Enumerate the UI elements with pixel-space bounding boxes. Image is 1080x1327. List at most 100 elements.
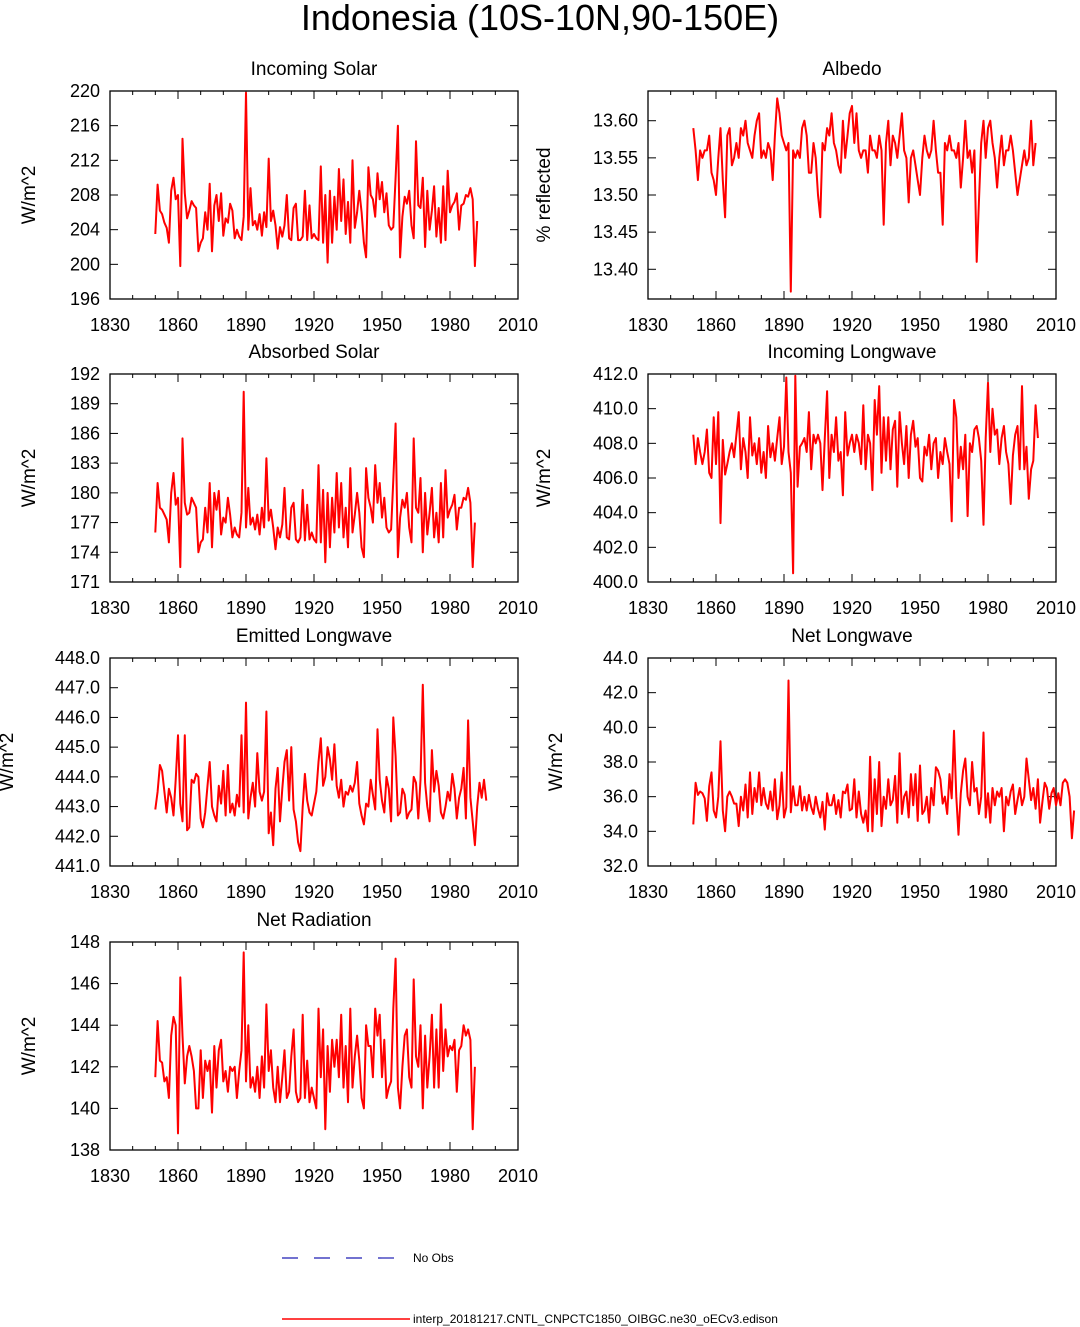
y-tick-label: 448.0 xyxy=(55,648,100,668)
series-line xyxy=(692,374,1039,575)
chart-panel-albedo: 1830 1860 1890 1920 1950 1980 2010 13.40 13.45 13… xyxy=(534,59,1076,335)
y-axis-label: W/m^2 xyxy=(534,449,555,508)
x-tick-label: 1920 xyxy=(832,598,872,618)
x-tick-label: 1890 xyxy=(226,315,266,335)
x-tick-label: 1950 xyxy=(362,882,402,902)
y-tick-label: 445.0 xyxy=(55,737,100,757)
x-tick-label: 1830 xyxy=(90,1166,130,1186)
x-tick-label: 1980 xyxy=(968,598,1008,618)
x-tick-label: 1830 xyxy=(90,598,130,618)
y-tick-label: 36.0 xyxy=(603,787,638,807)
chart-panel-incoming-solar: 1830 1860 1890 1920 1950 1980 2010 196 200 204 208… xyxy=(19,59,538,335)
series-line xyxy=(154,91,479,268)
y-tick-label: 204 xyxy=(70,220,100,240)
chart-title: Emitted Longwave xyxy=(236,626,392,647)
y-tick-label: 412.0 xyxy=(593,364,638,384)
y-tick-label: 38.0 xyxy=(603,752,638,772)
x-tick-label: 2010 xyxy=(498,1166,538,1186)
y-tick-label: 180 xyxy=(70,483,100,503)
y-tick-label: 444.0 xyxy=(55,767,100,787)
chart-title: Net Longwave xyxy=(791,626,912,647)
x-tick-label: 1980 xyxy=(968,315,1008,335)
y-axis-label: W/m^2 xyxy=(0,733,18,792)
y-tick-label: 402.0 xyxy=(593,537,638,557)
y-tick-label: 40.0 xyxy=(603,717,638,737)
y-tick-label: 148 xyxy=(70,932,100,952)
x-tick-label: 1950 xyxy=(362,1166,402,1186)
y-tick-label: 212 xyxy=(70,150,100,170)
y-axis-label: % reflected xyxy=(534,147,555,242)
y-tick-label: 443.0 xyxy=(55,797,100,817)
y-tick-label: 42.0 xyxy=(603,683,638,703)
x-tick-label: 1890 xyxy=(764,882,804,902)
series-line xyxy=(154,951,476,1135)
y-tick-label: 140 xyxy=(70,1098,100,1118)
x-tick-label: 1980 xyxy=(430,882,470,902)
x-tick-label: 2010 xyxy=(1036,315,1076,335)
x-tick-label: 1950 xyxy=(900,882,940,902)
y-tick-label: 186 xyxy=(70,423,100,443)
x-tick-label: 1920 xyxy=(294,882,334,902)
chart-panel-net-longwave: 1830 1860 1890 1920 1950 1980 2010 32.0 34.0 36.0… xyxy=(546,626,1076,902)
series-line xyxy=(692,679,1076,840)
y-tick-label: 146 xyxy=(70,974,100,994)
x-tick-label: 1830 xyxy=(628,882,668,902)
y-tick-label: 189 xyxy=(70,394,100,414)
x-tick-label: 1860 xyxy=(158,1166,198,1186)
x-tick-label: 1950 xyxy=(362,598,402,618)
x-tick-label: 2010 xyxy=(498,315,538,335)
x-tick-label: 1830 xyxy=(90,882,130,902)
x-tick-label: 1920 xyxy=(294,598,334,618)
y-tick-label: 442.0 xyxy=(55,826,100,846)
y-tick-label: 447.0 xyxy=(55,678,100,698)
x-tick-label: 1950 xyxy=(900,315,940,335)
x-tick-label: 1830 xyxy=(628,598,668,618)
y-tick-label: 174 xyxy=(70,542,100,562)
y-tick-label: 13.40 xyxy=(593,259,638,279)
y-tick-label: 446.0 xyxy=(55,707,100,727)
y-tick-label: 13.45 xyxy=(593,222,638,242)
y-tick-label: 196 xyxy=(70,289,100,309)
x-tick-label: 1980 xyxy=(430,1166,470,1186)
x-tick-label: 2010 xyxy=(1036,882,1076,902)
x-tick-label: 1980 xyxy=(430,315,470,335)
chart-panel-emitted-longwave: 1830 1860 1890 1920 1950 1980 2010 441.0 442.0 44… xyxy=(0,626,538,902)
y-tick-label: 208 xyxy=(70,185,100,205)
y-axis-label: W/m^2 xyxy=(546,733,567,792)
y-tick-label: 171 xyxy=(70,572,100,592)
x-tick-label: 2010 xyxy=(498,598,538,618)
y-tick-label: 13.55 xyxy=(593,148,638,168)
chart-title: Incoming Solar xyxy=(251,59,378,80)
x-tick-label: 1890 xyxy=(226,598,266,618)
y-tick-label: 183 xyxy=(70,453,100,473)
series-line xyxy=(154,390,476,569)
y-tick-label: 220 xyxy=(70,81,100,101)
x-tick-label: 1890 xyxy=(764,315,804,335)
chart-title: Net Radiation xyxy=(256,910,371,931)
chart-title: Incoming Longwave xyxy=(768,342,937,363)
y-tick-label: 44.0 xyxy=(603,648,638,668)
x-tick-label: 1920 xyxy=(294,1166,334,1186)
chart-panel-incoming-longwave: 1830 1860 1890 1920 1950 1980 2010 400.0 402.0 40… xyxy=(534,342,1076,618)
x-tick-label: 2010 xyxy=(1036,598,1076,618)
x-tick-label: 1890 xyxy=(226,1166,266,1186)
y-tick-label: 400.0 xyxy=(593,572,638,592)
page-title: Indonesia (10S-10N,90-150E) xyxy=(300,0,780,38)
y-tick-label: 32.0 xyxy=(603,856,638,876)
x-tick-label: 1860 xyxy=(696,315,736,335)
x-tick-label: 1920 xyxy=(832,882,872,902)
y-tick-label: 142 xyxy=(70,1057,100,1077)
x-tick-label: 2010 xyxy=(498,882,538,902)
series-line xyxy=(692,97,1037,293)
x-tick-label: 1920 xyxy=(832,315,872,335)
x-tick-label: 1980 xyxy=(430,598,470,618)
y-tick-label: 138 xyxy=(70,1140,100,1160)
legend-model-label: interp_20181217.CNTL_CNPCTC1850_OIBGC.ne… xyxy=(413,1312,778,1326)
y-tick-label: 13.60 xyxy=(593,111,638,131)
chart-title: Albedo xyxy=(822,59,881,80)
y-tick-label: 408.0 xyxy=(593,433,638,453)
y-tick-label: 441.0 xyxy=(55,856,100,876)
x-tick-label: 1860 xyxy=(158,598,198,618)
y-tick-label: 406.0 xyxy=(593,468,638,488)
